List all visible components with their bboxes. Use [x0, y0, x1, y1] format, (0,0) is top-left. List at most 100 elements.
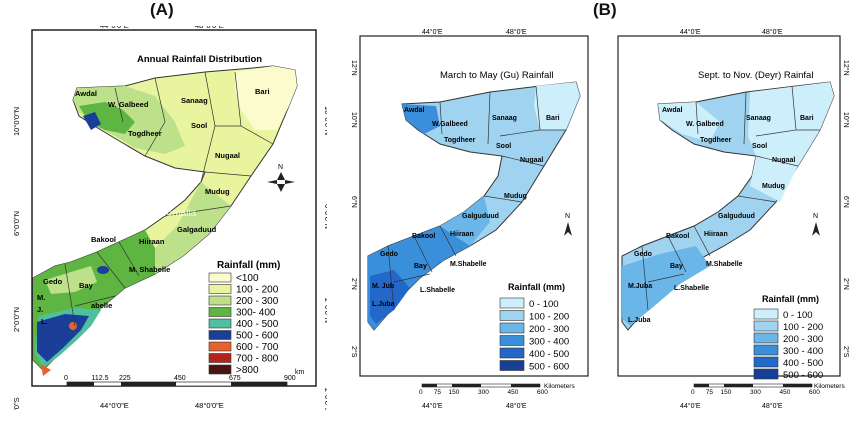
- region-label: L.Shabelle: [420, 287, 455, 294]
- region-label: Mudug: [762, 183, 785, 190]
- legend-swatch: [499, 335, 525, 346]
- gu-rainfall-map: Awdal W.Galbeed Sanaag Bari Togdheer Soo…: [340, 26, 598, 410]
- lat-tick: 12°N: [350, 60, 358, 76]
- region-label: abelle: [91, 301, 112, 310]
- legend-label: 300 - 400: [529, 337, 569, 348]
- region-label: J.: [37, 305, 43, 314]
- region-label: Togdheer: [444, 137, 476, 144]
- legend-label: 700 - 800: [236, 354, 279, 365]
- lat-tick: 6°0'0"N: [323, 204, 327, 229]
- lon-tick-bottom: 48°0'E: [762, 402, 783, 410]
- region-label: Mudug: [504, 193, 527, 200]
- region-label: Togdheer: [128, 129, 162, 138]
- north-label: N: [565, 213, 570, 220]
- lat-tick: 2°0'0"N: [323, 298, 327, 323]
- legend-swatch: [753, 320, 779, 332]
- scale-bar: [421, 383, 541, 388]
- scale-bar: [66, 381, 288, 387]
- annual-rainfall-map: Awdal W. Galbeed Sanaag Bari Togdheer So…: [5, 26, 327, 410]
- scale-unit: Kilometers: [544, 383, 575, 390]
- region-label: L.Shabelle: [674, 285, 709, 292]
- region-label: M.Shabelle: [450, 261, 487, 268]
- zone-500-600-nw: [83, 112, 101, 130]
- legend-label: 600 - 700: [236, 342, 279, 353]
- legend-label: 100 - 200: [529, 312, 569, 323]
- region-label: W.Galbeed: [432, 121, 468, 128]
- legend-label: 500 - 600: [529, 362, 569, 373]
- zone-200-300-central: [440, 196, 490, 246]
- legend-swatch: [208, 295, 232, 306]
- region-label: Awdal: [75, 89, 97, 98]
- lat-ticks: 12°N 10°N 6°N 2°N 2°S: [842, 60, 850, 358]
- region-label: Nugaal: [520, 157, 543, 164]
- admin-boundaries: [387, 85, 566, 311]
- north-label: N: [813, 213, 818, 220]
- lat-tick: 10°0'0"N: [12, 107, 21, 136]
- legend-label: <100: [236, 273, 259, 284]
- lat-tick: 10°0'0"N: [323, 106, 327, 135]
- scale-label: 225: [119, 375, 131, 382]
- legend-swatch: [499, 360, 525, 371]
- legend-label: 400 - 500: [529, 349, 569, 360]
- region-labels: Awdal W. Galbeed Sanaag Bari Togdheer So…: [37, 87, 270, 326]
- lon-tick-bottom: 44°0'E: [680, 402, 701, 410]
- scale-label: 450: [780, 389, 791, 396]
- region-label: Bakool: [91, 235, 116, 244]
- lat-tick: 6°N: [350, 196, 358, 208]
- lat-tick: 10°N: [842, 112, 850, 128]
- region-label: Sool: [496, 143, 511, 150]
- scale-label: 600: [809, 389, 820, 396]
- legend-swatch: [753, 344, 779, 356]
- scale-label: 150: [449, 389, 460, 396]
- region-label: Bakool: [666, 233, 689, 240]
- zone-400-500-south: [370, 270, 410, 324]
- north-arrow-icon: N: [564, 213, 572, 236]
- zone-600-700-spot: [69, 322, 77, 330]
- region-label: Bay: [414, 263, 427, 270]
- legend-title: Rainfall (mm): [762, 294, 819, 304]
- legend-swatch: [753, 332, 779, 344]
- legend-swatch: [208, 307, 232, 317]
- scale-label: 0: [419, 389, 423, 396]
- lon-tick-bottom: 48°0'E: [506, 402, 527, 410]
- region-label: L.Juba: [372, 301, 395, 308]
- legend-swatch: [753, 368, 779, 380]
- region-label: M.Shabelle: [706, 261, 743, 268]
- legend-label: 500 - 600: [236, 331, 279, 342]
- zone-500-600-bay: [97, 266, 109, 274]
- north-arrow-icon: N: [812, 213, 820, 236]
- legend-swatch: [208, 341, 232, 352]
- region-label: Gedo: [634, 251, 652, 258]
- lon-tick-top: 48°0'E: [506, 28, 527, 36]
- zone-200-300-central: [155, 182, 231, 274]
- lon-tick-top: 44°0'E: [680, 28, 701, 36]
- scale-label: 675: [229, 375, 241, 382]
- region-label: M. Shabelle: [129, 265, 170, 274]
- region-label: W. Galbeed: [108, 100, 149, 109]
- zone-200-300-south: [45, 266, 97, 294]
- legend-label: 300- 400: [236, 308, 276, 319]
- scale-bar: [693, 383, 813, 388]
- region-label: Nugaal: [772, 157, 795, 164]
- zone-lt100: [235, 66, 297, 130]
- legend-swatch: [208, 272, 232, 283]
- zone-300-400-nw: [402, 104, 440, 134]
- region-label: Bay: [670, 263, 683, 270]
- region-label: Gedo: [43, 277, 63, 286]
- lat-tick: 2°S: [842, 346, 850, 358]
- lat-tick: 2°N: [350, 278, 358, 290]
- zone-300-400-nw: [79, 102, 135, 134]
- lon-tick-top: 44°0'E: [422, 28, 443, 36]
- scale-label: 150: [721, 389, 732, 396]
- region-label: Bari: [255, 87, 270, 96]
- scale-label: 75: [706, 389, 714, 396]
- region-label: Galguduud: [462, 213, 499, 220]
- lat-tick: 2°0'0"N: [12, 307, 21, 332]
- region-labels: Awdal W.Galbeed Sanaag Bari Togdheer Soo…: [372, 107, 560, 308]
- legend-swatch: [753, 356, 779, 368]
- annual-rainfall-map-svg: Awdal W. Galbeed Sanaag Bari Togdheer So…: [12, 26, 327, 410]
- lon-tick-bottom: 48°0'0"E: [195, 401, 224, 410]
